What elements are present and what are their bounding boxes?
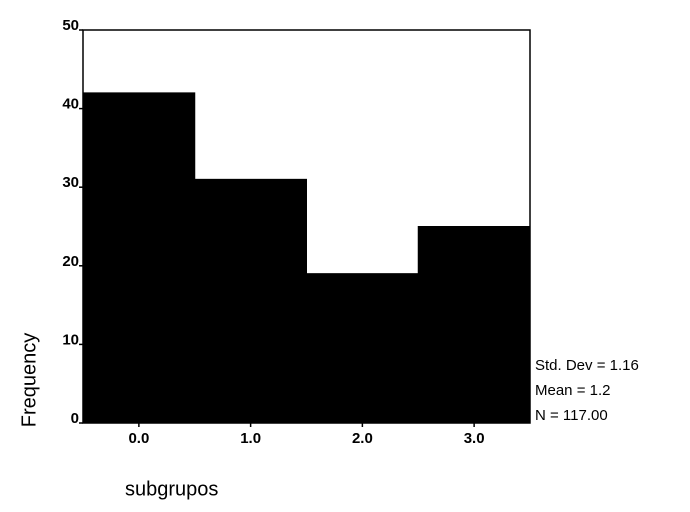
y-tick-label: 50 — [62, 17, 79, 34]
y-axis-label: Frequency — [18, 333, 40, 428]
bar — [417, 226, 531, 424]
y-tick-label: 20 — [62, 253, 79, 270]
x-axis-label: subgrupos — [125, 478, 218, 500]
x-tick-label: 2.0 — [352, 430, 373, 447]
x-tick-label: 0.0 — [128, 430, 149, 447]
stat-annotation: Std. Dev = 1.16 — [535, 357, 639, 374]
bar — [306, 273, 419, 424]
x-tick-label: 1.0 — [240, 430, 261, 447]
y-tick-label: 10 — [62, 331, 79, 348]
y-tick-label: 0 — [71, 410, 79, 427]
stat-annotation: N = 117.00 — [535, 407, 608, 424]
y-tick-label: 30 — [62, 174, 79, 191]
bar — [194, 178, 307, 424]
bar — [82, 92, 196, 424]
stat-annotation: Mean = 1.2 — [535, 382, 610, 399]
x-tick-label: 3.0 — [464, 430, 485, 447]
y-tick-label: 40 — [62, 96, 79, 113]
